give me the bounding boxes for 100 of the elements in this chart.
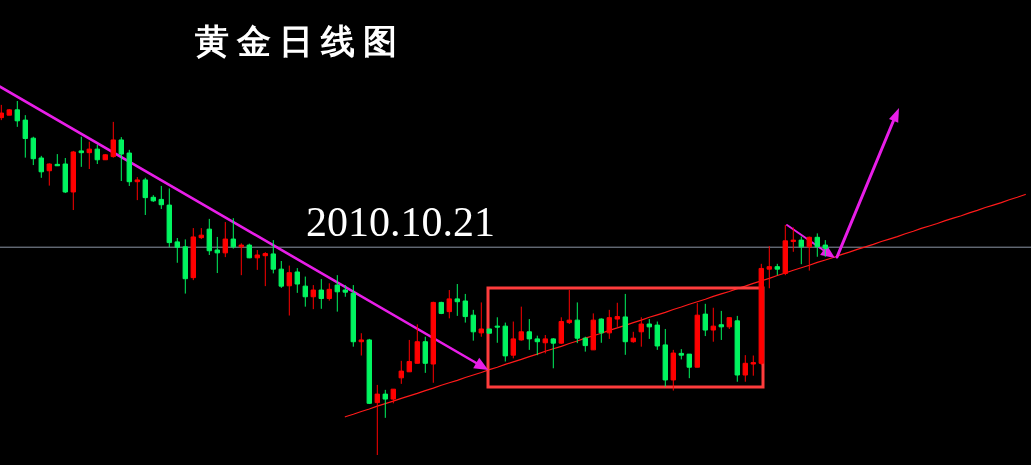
candlestick (262, 251, 268, 287)
candlestick (318, 278, 324, 310)
candlestick (390, 388, 396, 404)
candlestick (550, 337, 556, 369)
candlestick (574, 301, 580, 344)
candlestick (214, 236, 220, 274)
candlestick (710, 307, 716, 343)
candlestick (78, 136, 84, 168)
candlestick (110, 121, 116, 159)
candlestick (398, 360, 404, 385)
candlestick (342, 284, 348, 298)
candlestick (742, 354, 748, 383)
candlestick (14, 100, 20, 128)
candlestick (326, 282, 332, 302)
candlestick (62, 157, 68, 194)
candlestick (118, 136, 124, 182)
candlestick (638, 316, 644, 348)
candlestick (406, 339, 412, 373)
candlestick (286, 265, 292, 317)
candlestick (758, 263, 764, 366)
candlestick (38, 155, 44, 179)
candlestick (166, 187, 172, 248)
candlestick (198, 227, 204, 240)
candlestick (294, 267, 300, 294)
candlestick (654, 321, 660, 351)
candlestick (518, 306, 524, 342)
candlestick (246, 243, 252, 259)
candlestick (190, 227, 196, 281)
candlestick (230, 217, 236, 250)
candlestick (502, 322, 508, 363)
candlestick (182, 238, 188, 295)
candlestick (782, 224, 788, 276)
candlestick (302, 276, 308, 308)
candlestick (678, 348, 684, 360)
candlestick (126, 149, 132, 187)
candlestick (534, 335, 540, 356)
candlestick (310, 284, 316, 310)
candlestick (670, 349, 676, 392)
candlestick (702, 303, 708, 337)
candlestick (150, 194, 156, 203)
candlestick (734, 315, 740, 383)
candlestick (814, 232, 820, 258)
candlestick (222, 221, 228, 258)
candlestick (270, 239, 276, 274)
candlestick (526, 318, 532, 351)
candlestick (30, 136, 36, 166)
candlestick (374, 384, 380, 456)
candlestick (470, 309, 476, 342)
candlestick (566, 289, 572, 325)
candlestick (158, 185, 164, 210)
candlestick (798, 236, 804, 265)
candlestick (54, 153, 60, 167)
candlestick (414, 323, 420, 364)
candlestick (206, 218, 212, 256)
candlestick (86, 141, 92, 170)
candlestick (750, 355, 756, 377)
candlestick (254, 249, 260, 271)
candlestick (334, 274, 340, 313)
candlestick (558, 316, 564, 345)
candlestick (790, 226, 796, 253)
candlestick (438, 301, 444, 315)
candlestick (22, 114, 28, 159)
candlestick (382, 389, 388, 419)
candlestick (694, 302, 700, 368)
candlestick (590, 312, 596, 351)
candlestick (454, 283, 460, 317)
candlestick (0, 104, 4, 121)
annotation: 2010.10.21 (306, 199, 495, 245)
candlestick (494, 316, 500, 344)
candlestick (94, 144, 100, 165)
chart-title: 黄金日线图 (195, 21, 405, 61)
candlestick (366, 338, 372, 405)
candlestick (582, 336, 588, 353)
candlestick (598, 317, 604, 344)
candlestick (46, 162, 52, 187)
candlestick (630, 331, 636, 344)
candlestick (350, 284, 356, 348)
candlestick (278, 260, 284, 289)
candlestick (478, 301, 484, 338)
candlestick (726, 317, 732, 330)
candlestick (238, 242, 244, 276)
candlestick (462, 293, 468, 324)
candlestick (422, 336, 428, 374)
candlestick (174, 237, 180, 264)
candlestick (102, 153, 108, 161)
candlestick (614, 302, 620, 328)
candlestick (134, 176, 140, 201)
candlestick (622, 293, 628, 356)
candlestick (70, 150, 76, 211)
candlestick (822, 239, 828, 258)
candlestick (718, 310, 724, 341)
candlestick (686, 353, 692, 379)
candlestick (806, 236, 812, 272)
candlestick (646, 318, 652, 340)
candlestick (6, 108, 12, 116)
candlestick (662, 328, 668, 388)
candlestick (606, 309, 612, 340)
candlestick (142, 177, 148, 216)
candlestick (430, 301, 436, 384)
candlestick (358, 332, 364, 357)
